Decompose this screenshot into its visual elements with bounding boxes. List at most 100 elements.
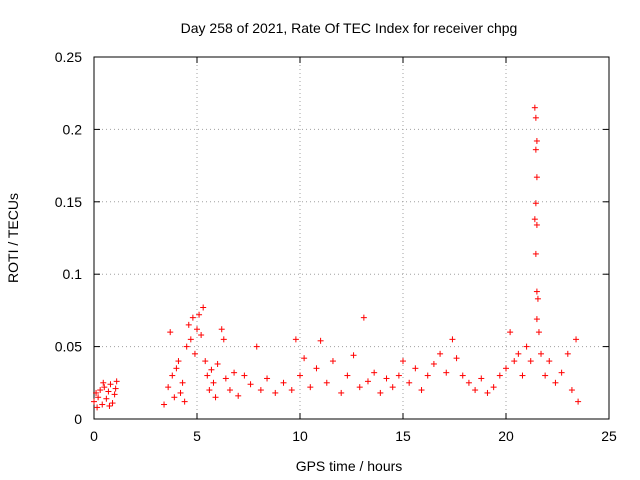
data-point [395, 372, 402, 379]
data-point [371, 369, 378, 376]
data-point [93, 389, 100, 396]
y-tick-label: 0.2 [63, 121, 83, 137]
data-point [533, 137, 540, 144]
grid-lines [94, 57, 609, 419]
data-point [511, 358, 518, 365]
x-tick-label: 20 [498, 428, 514, 444]
data-point [112, 385, 119, 392]
data-point [257, 387, 264, 394]
data-point [194, 326, 200, 333]
data-point [297, 372, 303, 379]
data-point [210, 379, 217, 386]
data-point [107, 381, 114, 388]
data-point [307, 384, 314, 391]
data-point [459, 372, 466, 379]
y-tick-label: 0 [74, 411, 82, 427]
data-point [533, 316, 540, 323]
data-point [453, 355, 460, 362]
data-point [523, 343, 530, 350]
data-point [301, 355, 308, 362]
data-point [185, 321, 192, 328]
data-point [472, 387, 479, 394]
data-point [389, 384, 396, 391]
data-point [204, 372, 211, 379]
data-point [364, 378, 371, 385]
data-point [437, 350, 444, 357]
data-point [558, 369, 565, 376]
x-tick-label: 0 [90, 428, 98, 444]
plot-frame [93, 56, 610, 420]
data-point [418, 387, 425, 394]
data-point [109, 400, 116, 407]
x-tick-label: 15 [395, 428, 411, 444]
data-point [241, 372, 248, 379]
data-point [531, 216, 538, 223]
data-point [323, 379, 330, 386]
data-point [103, 395, 110, 402]
data-point [443, 369, 450, 376]
data-point [111, 391, 118, 398]
data-point [191, 350, 198, 357]
data-point [226, 387, 233, 394]
data-point [515, 350, 522, 357]
data-point [449, 336, 456, 343]
data-point [94, 404, 101, 411]
data-point [165, 384, 172, 391]
data-point [406, 379, 413, 386]
data-point [187, 336, 194, 343]
data-point [208, 366, 215, 373]
data-point [532, 114, 539, 121]
data-point [465, 379, 472, 386]
data-point [264, 375, 271, 382]
data-point [490, 384, 497, 391]
data-point [527, 358, 534, 365]
data-point [534, 295, 541, 302]
data-points [91, 104, 582, 411]
data-point [531, 104, 538, 111]
data-point [95, 394, 102, 401]
data-point [313, 365, 320, 372]
data-point [272, 389, 279, 396]
data-point [171, 394, 178, 401]
data-point [573, 336, 580, 343]
data-point [202, 358, 209, 365]
data-point [430, 360, 437, 367]
data-point [400, 358, 406, 365]
data-point [538, 350, 545, 357]
data-point [220, 336, 227, 343]
data-point [356, 384, 363, 391]
data-point [97, 387, 104, 394]
data-point [181, 398, 188, 405]
data-point [222, 375, 229, 382]
data-point [177, 389, 184, 396]
data-point [235, 392, 242, 399]
data-point [200, 304, 207, 311]
data-point [214, 360, 221, 367]
data-point [105, 388, 112, 395]
data-point [288, 387, 295, 394]
data-point [247, 381, 254, 388]
y-tick-label: 0.25 [55, 49, 82, 65]
data-point [169, 372, 176, 379]
data-point [377, 389, 384, 396]
data-point [99, 401, 106, 408]
data-point [175, 358, 182, 365]
data-point [412, 365, 419, 372]
data-point [183, 343, 190, 350]
data-point [533, 221, 540, 228]
y-axis-label: ROTI / TECUs [5, 193, 21, 283]
data-point [113, 378, 120, 385]
data-point [546, 358, 553, 365]
data-point [179, 379, 186, 386]
data-point [317, 337, 324, 344]
x-tick-label: 25 [601, 428, 617, 444]
data-point [484, 389, 491, 396]
data-point [167, 329, 174, 336]
data-point [101, 384, 108, 391]
data-point [533, 174, 540, 181]
data-point [173, 365, 180, 372]
data-point [161, 401, 168, 408]
x-tick-label: 10 [292, 428, 308, 444]
data-point [212, 394, 219, 401]
